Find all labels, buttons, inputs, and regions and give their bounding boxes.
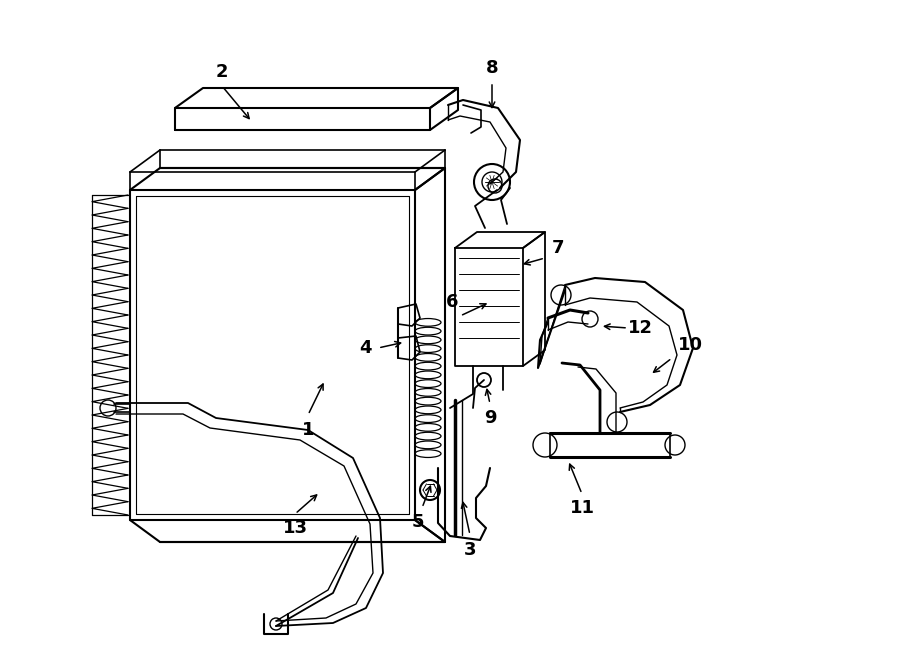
Text: 11: 11 xyxy=(570,499,595,517)
Text: 10: 10 xyxy=(678,336,703,354)
Text: 7: 7 xyxy=(552,239,564,257)
Text: 1: 1 xyxy=(302,421,314,439)
Text: 4: 4 xyxy=(359,339,371,357)
Text: 2: 2 xyxy=(216,63,229,81)
Text: 8: 8 xyxy=(486,59,499,77)
Text: 6: 6 xyxy=(446,293,458,311)
Text: 3: 3 xyxy=(464,541,476,559)
Text: 9: 9 xyxy=(484,409,496,427)
Text: 12: 12 xyxy=(627,319,652,337)
Text: 5: 5 xyxy=(412,513,424,531)
Text: 13: 13 xyxy=(283,519,308,537)
